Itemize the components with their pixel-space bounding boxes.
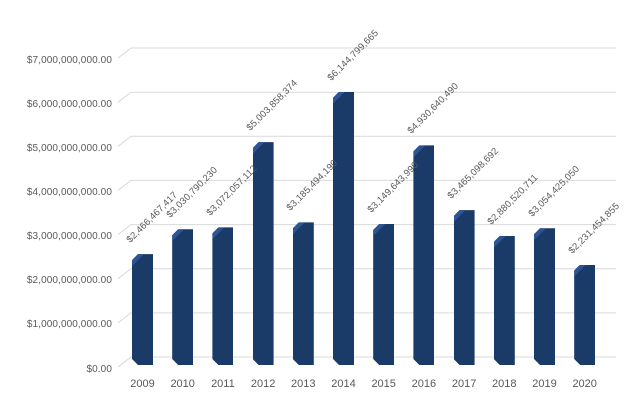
y-axis-label: $1,000,000,000.00 bbox=[26, 319, 112, 331]
x-axis-label-2015: 2015 bbox=[371, 378, 396, 390]
x-axis-label-2009: 2009 bbox=[130, 378, 155, 390]
y-axis-label: $4,000,000,000.00 bbox=[26, 186, 112, 198]
bar-2019 bbox=[534, 228, 555, 365]
bar-2011 bbox=[212, 227, 233, 365]
gridline-path bbox=[117, 47, 616, 368]
y-axis-label: $5,000,000,000.00 bbox=[26, 142, 112, 154]
bar-2020 bbox=[574, 265, 595, 366]
x-axis-label-2016: 2016 bbox=[411, 378, 437, 390]
x-axis-label-2012: 2012 bbox=[250, 378, 276, 390]
bar-2010 bbox=[172, 229, 193, 365]
bar-2013 bbox=[293, 222, 314, 365]
y-axis-label: $3,000,000,000.00 bbox=[26, 231, 112, 243]
y-axis-label: $7,000,000,000.00 bbox=[26, 54, 112, 66]
x-axis-label-2010: 2010 bbox=[170, 378, 195, 390]
x-axis-label-2011: 2011 bbox=[211, 378, 235, 390]
x-axis-label-2019: 2019 bbox=[532, 378, 557, 390]
x-axis-label-2014: 2014 bbox=[331, 378, 356, 390]
x-axis-label-2020: 2020 bbox=[572, 378, 597, 390]
bar-2018 bbox=[494, 236, 515, 365]
x-axis-label-2018: 2018 bbox=[492, 378, 517, 390]
y-axis-label: $0.00 bbox=[86, 363, 112, 375]
y-axis-label: $2,000,000,000.00 bbox=[26, 275, 112, 287]
x-axis-label-2017: 2017 bbox=[451, 378, 477, 390]
bar-2015 bbox=[373, 224, 394, 365]
bar-2017 bbox=[454, 210, 475, 365]
bar-2012 bbox=[253, 142, 274, 365]
bar-2009 bbox=[132, 254, 153, 365]
x-axis-label-2013: 2013 bbox=[291, 378, 316, 390]
bar-2014 bbox=[333, 92, 354, 365]
y-axis-label: $6,000,000,000.00 bbox=[26, 98, 112, 110]
bar-2016 bbox=[413, 145, 434, 365]
